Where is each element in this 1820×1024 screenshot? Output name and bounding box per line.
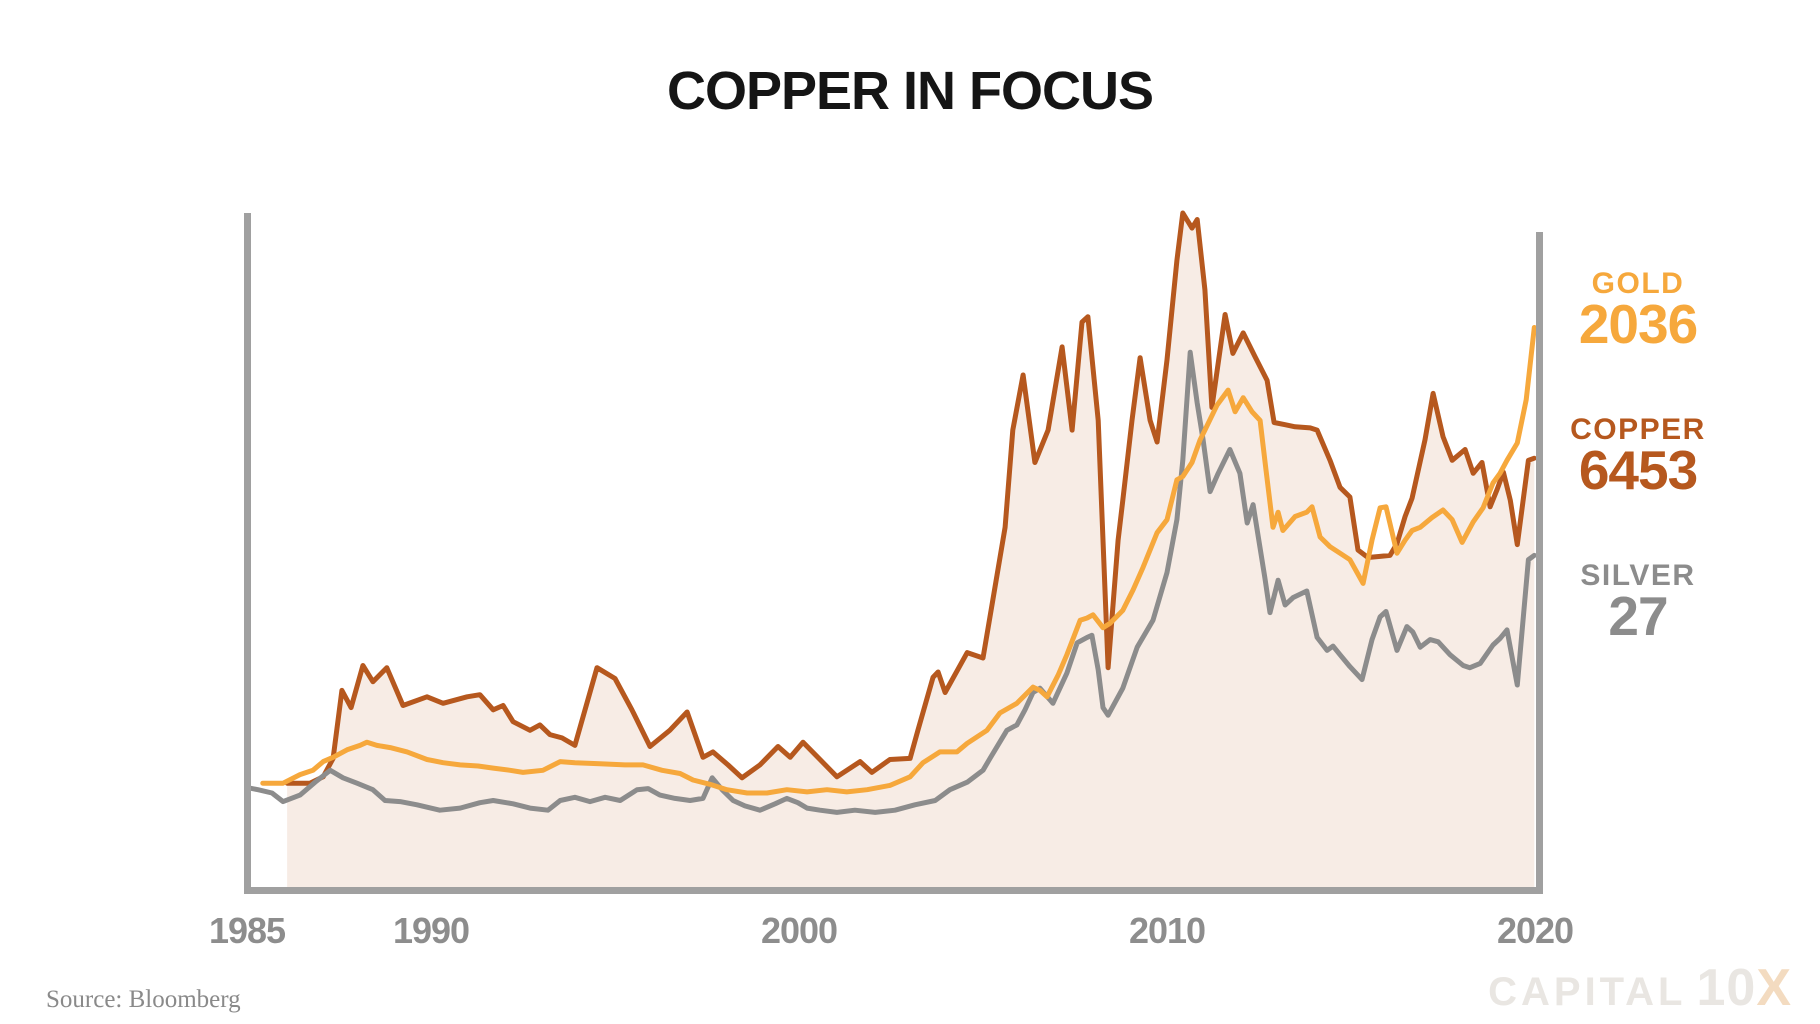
legend-gold-label: GOLD <box>1591 267 1685 300</box>
copper-line <box>284 210 1537 786</box>
y-axis-right <box>1536 232 1543 894</box>
copper-area-fill <box>287 213 1535 888</box>
legend-entry-silver: SILVER 27 <box>1538 559 1738 647</box>
legend-silver-label: SILVER <box>1580 559 1696 592</box>
logo-capital-text: CAPITAL <box>1488 970 1687 1014</box>
legend-entry-copper: COPPER 6453 <box>1538 413 1738 501</box>
legend-copper-label: COPPER <box>1570 413 1706 446</box>
legend: GOLD 2036 COPPER 6453 SILVER 27 <box>1538 267 1738 647</box>
legend-silver-value: 27 <box>1608 585 1668 647</box>
x-tick-label: 2010 <box>1128 910 1206 951</box>
y-axis-left <box>244 213 251 894</box>
x-tick-label: 2020 <box>1496 910 1574 951</box>
source-note: Source: Bloomberg <box>46 986 241 1013</box>
x-axis-bottom <box>244 887 1543 894</box>
logo-10x-text: 10X <box>1696 959 1792 1017</box>
x-tick-label: 1990 <box>392 910 470 951</box>
chart-title: COPPER IN FOCUS <box>666 61 1154 121</box>
x-tick-label: 2000 <box>760 910 838 951</box>
legend-entry-gold: GOLD 2036 <box>1538 267 1738 355</box>
x-tick-label: 1985 <box>208 910 286 951</box>
legend-copper-value: 6453 <box>1578 439 1698 501</box>
capital10x-logo: CAPITAL 10X <box>1488 958 1792 1018</box>
legend-gold-value: 2036 <box>1578 293 1698 355</box>
gold-line <box>260 325 1537 796</box>
